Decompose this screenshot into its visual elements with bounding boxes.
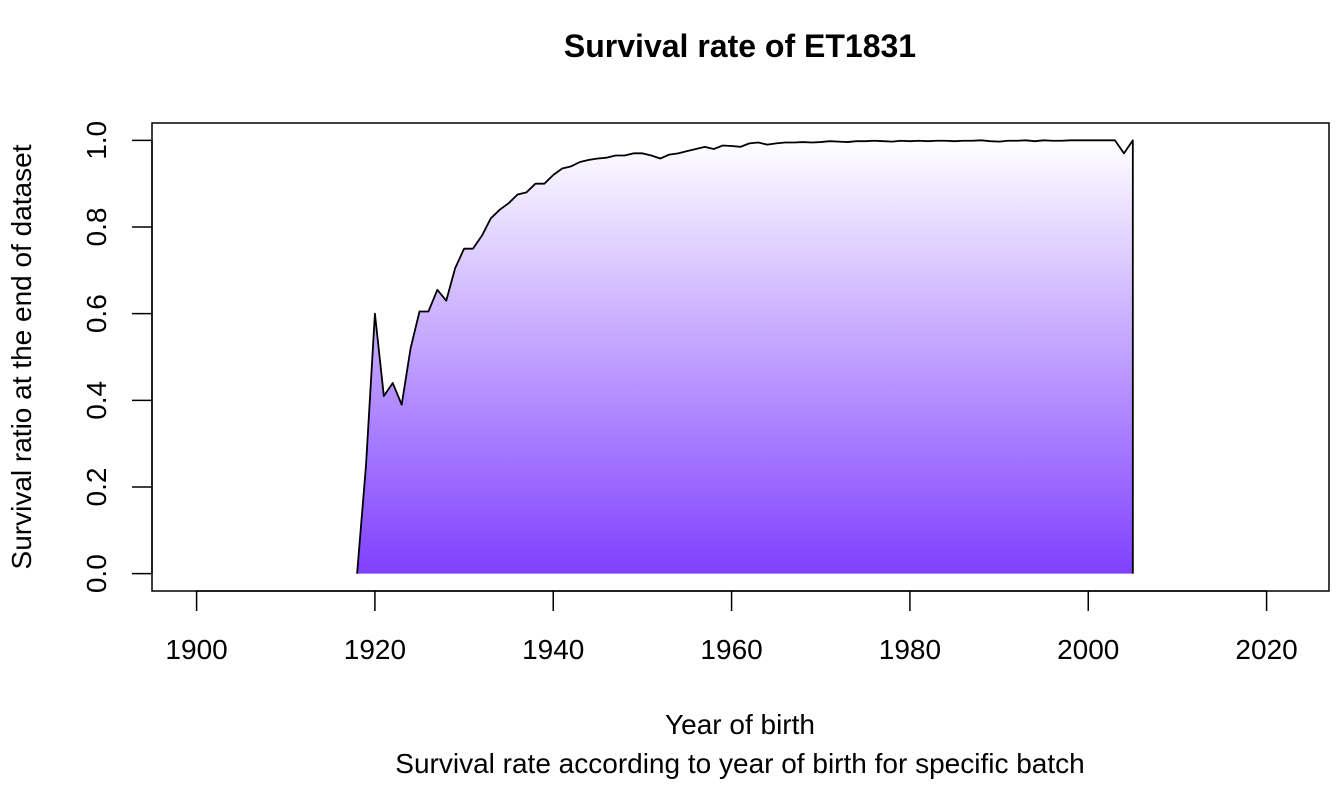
- series-line: [356, 139, 1134, 574]
- chart-subtitle: Survival rate according to year of birth…: [395, 748, 1084, 779]
- y-axis: 0.0 0.2 0.4 0.6 0.8 1.0: [81, 121, 153, 593]
- x-axis: 1900 1920 1940 1960 1980 2000 2020: [165, 590, 1298, 665]
- y-tick-label: 1.0: [81, 121, 112, 160]
- chart-title: Survival rate of ET1831: [564, 28, 916, 64]
- y-tick-label: 0.6: [81, 294, 112, 333]
- x-tick-label: 1920: [344, 634, 406, 665]
- y-axis-label: Survival ratio at the end of dataset: [6, 144, 37, 569]
- x-tick-label: 1900: [165, 634, 227, 665]
- y-tick-label: 0.4: [81, 381, 112, 420]
- x-tick-label: 1940: [522, 634, 584, 665]
- x-tick-label: 1980: [879, 634, 941, 665]
- area-layer: [356, 139, 1134, 574]
- x-tick-label: 2000: [1057, 634, 1119, 665]
- y-tick-label: 0.2: [81, 468, 112, 507]
- x-tick-label: 2020: [1235, 634, 1297, 665]
- x-axis-label: Year of birth: [665, 709, 815, 740]
- area-fill: [357, 140, 1133, 574]
- y-tick-label: 0.0: [81, 554, 112, 593]
- y-tick-label: 0.8: [81, 208, 112, 247]
- x-tick-label: 1960: [700, 634, 762, 665]
